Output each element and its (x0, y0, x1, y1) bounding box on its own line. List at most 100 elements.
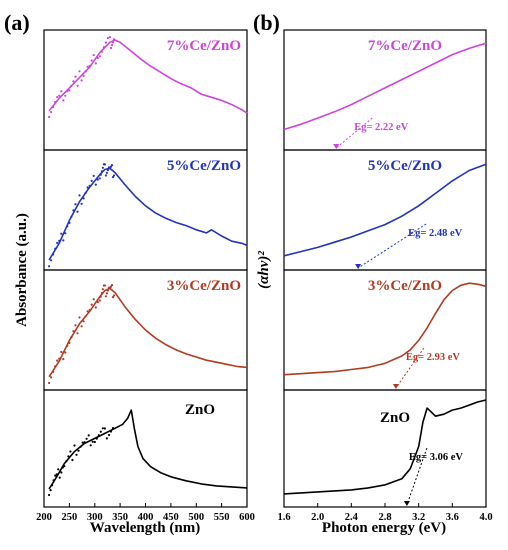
panel-a-noise-point (72, 330, 75, 333)
panel-a-noise-point (54, 365, 57, 368)
panel-a-noise-point (68, 341, 71, 344)
panel-a-noise-point (90, 179, 93, 182)
panel-b-x-tick-label: 1.6 (277, 512, 290, 523)
panel-a-noise-point (78, 316, 81, 319)
panel-b-label-7pct-ce-zno: 7%Ce/ZnO (368, 38, 442, 54)
panel-a-noise-point (107, 433, 111, 437)
panel-a-noise-point (85, 437, 88, 440)
panel-a-noise-point (94, 62, 97, 65)
panel-a-noise-point (83, 441, 86, 444)
panel-a-noise-point (56, 241, 59, 244)
panel-a-noise-point (110, 44, 114, 47)
panel-a-noise-point (88, 308, 91, 312)
panel-b-x-tick-label: 2.0 (311, 512, 324, 523)
panel-b-x-tick-label: 4.0 (479, 512, 492, 523)
panel-a-noise-point (96, 56, 99, 60)
panel-b-eg-label-7pct-ce-zno: Eg= 2.22 eV (354, 122, 409, 133)
panel-a-noise-point (79, 445, 82, 448)
panel-b-label-3pct-ce-zno: 3%Ce/ZnO (368, 278, 442, 294)
panel-a-noise-point (48, 493, 51, 497)
panel-a-noise-point (80, 79, 83, 82)
panel-b-x-tick-label: 2.4 (345, 512, 359, 523)
panel-a-noise-point (88, 184, 91, 187)
panel-a-noise-point (52, 253, 55, 256)
panel-a-noise-points-3pct-ce-zno (48, 284, 116, 385)
panel-a-noise-point (48, 115, 51, 119)
panel-a-noise-point (52, 479, 55, 482)
panel-a-noise-point (92, 298, 95, 301)
panel-a-noise-point (56, 359, 59, 362)
panel-b-eg-guide-3pct-ce-zno (395, 347, 425, 389)
panel-a-noise-point (93, 440, 96, 444)
panel-a-label-5pct-ce-zno: 5%Ce/ZnO (167, 158, 241, 174)
panel-a-noise-point (94, 183, 97, 186)
panel-a-noise-point (104, 41, 107, 44)
panel-a-noise-point (65, 460, 68, 463)
panel-a-noise-point (70, 84, 73, 87)
panel-a-noise-point (104, 174, 107, 177)
panel-a-noise-point (56, 96, 59, 99)
panel-a-noise-point (88, 64, 91, 67)
panel-a-noise-point (86, 65, 89, 68)
panel-a-noise-point (96, 301, 99, 304)
panel-a-noise-point (99, 295, 102, 298)
panel-a-noise-point (66, 90, 69, 93)
panel-a-noise-points-5pct-ce-zno (48, 163, 116, 268)
panel-a-noise-point (75, 453, 78, 456)
panel-a-frame-zno (43, 389, 248, 508)
panel-a-noise-point (62, 239, 65, 242)
panel-a-noise-point (92, 54, 95, 57)
panel-a-x-tick-label: 250 (62, 512, 78, 523)
panel-a-noise-point (58, 94, 61, 97)
panel-a-noise-point (54, 247, 57, 250)
panel-a-noise-point (109, 165, 113, 168)
panel-b-eg-arrowhead-7pct-ce-zno (333, 144, 340, 149)
panel-a-noise-point (103, 284, 106, 287)
panel-a-x-tick-label: 400 (138, 512, 154, 523)
panel-a-noise-point (60, 90, 63, 93)
panel-b-x-tick-label: 2.8 (378, 512, 391, 523)
panel-a-curve-7pct-ce-zno (48, 39, 248, 114)
panel-a-noise-point (61, 466, 64, 469)
panel-a-noise-point (112, 38, 116, 41)
panel-a-noise-point (74, 324, 77, 327)
panel-a-noise-point (50, 376, 53, 379)
panel-a-noise-point (82, 320, 85, 323)
panel-a-noise-point (51, 484, 54, 487)
panel-a-noise-point (63, 465, 66, 468)
panel-a-noise-point (76, 210, 79, 213)
panel-a-noise-point (84, 70, 87, 73)
panel-a-noise-point (98, 177, 101, 180)
panel-a-noise-point (76, 84, 79, 87)
panel-a-noise-point (90, 303, 93, 306)
panel-a-noise-point (104, 295, 107, 298)
panel-a-noise-point (95, 437, 98, 440)
panel-a-noise-point (77, 449, 80, 452)
panel-a-noise-point (102, 46, 105, 49)
panel-a-noise-point (86, 186, 89, 189)
panel-a-noise-point (105, 171, 108, 174)
panel-a-y-axis-title: Absorbance (a.u.) (14, 213, 30, 327)
panel-a-noise-point (111, 296, 115, 299)
panel-a-noise-point (66, 344, 69, 347)
panel-a-noise-point (86, 310, 89, 313)
panel-a-noise-point (70, 215, 73, 218)
panel-a-noise-point (69, 450, 72, 453)
panel-b-label-5pct-ce-zno: 5%Ce/ZnO (368, 158, 442, 174)
panel-a-noise-point (106, 289, 109, 292)
panel-b-curve-5pct-ce-zno (283, 163, 487, 257)
panel-b-eg-label-3pct-ce-zno: Eg= 2.93 eV (406, 352, 461, 363)
panel-a-noise-point (109, 46, 113, 50)
panel-a-noise-point (60, 350, 63, 354)
panel-a-label-3pct-ce-zno: 3%Ce/ZnO (167, 278, 241, 294)
panel-a-noise-point (84, 315, 87, 318)
panel-a-label-zno: ZnO (185, 402, 215, 418)
panel-a-noise-point (89, 444, 92, 447)
panel-a-noise-point (64, 351, 67, 354)
panel-b-eg-label-zno: Eg= 3.06 eV (409, 452, 464, 463)
panel-a-noise-point (82, 197, 85, 200)
panel-a-curve-3pct-ce-zno (48, 287, 248, 378)
panel-a-noise-point (71, 458, 74, 462)
panel-a-x-tick-label: 300 (87, 512, 103, 523)
